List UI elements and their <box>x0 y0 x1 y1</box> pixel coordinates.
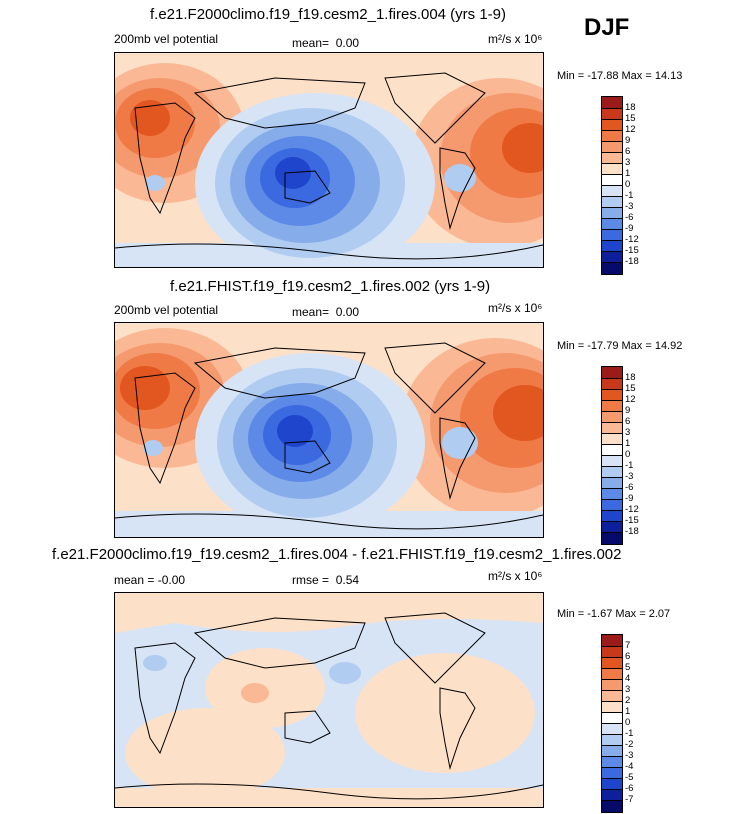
panel1-mean: mean= 0.00 <box>292 36 359 50</box>
panel1-variable-label: 200mb vel potential <box>114 32 219 46</box>
panel2-colorbar-label: 15 <box>625 383 636 394</box>
panel2-map <box>114 322 544 538</box>
panel2-colorbar-label: -9 <box>625 493 634 504</box>
panel1-colorbar-label: 18 <box>625 102 636 113</box>
panel3-colorbar-label: -5 <box>625 772 634 783</box>
panel2-colorbar <box>601 366 623 545</box>
panel3-colorbar <box>601 634 623 813</box>
panel1-map <box>114 52 544 268</box>
panel3-minmax: Min = -1.67 Max = 2.07 <box>557 608 671 620</box>
panel3-colorbar-label: 4 <box>625 673 631 684</box>
season-label: DJF <box>584 14 630 41</box>
panel3-colorbar-label: 2 <box>625 695 631 706</box>
panel1-colorbar-label: -3 <box>625 201 634 212</box>
panel2-colorbar-label: 0 <box>625 449 631 460</box>
panel2-colorbar-label: 12 <box>625 394 636 405</box>
panel2-variable-label: 200mb vel potential <box>114 303 219 317</box>
panel3-colorbar-label: 6 <box>625 651 631 662</box>
panel1-colorbar-label: -9 <box>625 223 634 234</box>
panel3-colorbar-label: -1 <box>625 728 634 739</box>
panel1-colorbar-label: -18 <box>625 256 639 267</box>
panel2-colorbar-label: -15 <box>625 515 639 526</box>
panel2-mean-value: 0.00 <box>335 305 360 319</box>
panel1-colorbar-label: 0 <box>625 179 631 190</box>
panel3-colorbar-label: -4 <box>625 761 634 772</box>
panel2-colorbar-label: -18 <box>625 526 639 537</box>
panel1-mean-value: 0.00 <box>335 36 360 50</box>
panel1-minmax: Min = -17.88 Max = 14.13 <box>557 70 683 82</box>
panel3-contour-field <box>115 593 543 807</box>
panel3-colorbar-label: -2 <box>625 739 634 750</box>
panel2-title: f.e21.FHIST.f19_f19.cesm2_1.fires.002 (y… <box>170 278 491 295</box>
panel2-colorbar-label: -6 <box>625 482 634 493</box>
panel2-colorbar-label: 1 <box>625 438 631 449</box>
panel3-title: f.e21.F2000climo.f19_f19.cesm2_1.fires.0… <box>52 546 622 563</box>
panel2-colorbar-label: 6 <box>625 416 631 427</box>
panel1-colorbar-label: -1 <box>625 190 634 201</box>
panel3-rmse-value: 0.54 <box>335 573 360 587</box>
panel2-mean: mean= 0.00 <box>292 305 359 319</box>
panel3-map <box>114 592 544 808</box>
panel1-title: f.e21.F2000climo.f19_f19.cesm2_1.fires.0… <box>150 6 507 23</box>
panel3-colorbar-label: -3 <box>625 750 634 761</box>
panel2-colorbar-label: -1 <box>625 460 634 471</box>
panel1-colorbar-label: 1 <box>625 168 631 179</box>
panel1-mean-label: mean= <box>292 36 330 50</box>
panel3-colorbar-label: 5 <box>625 662 631 673</box>
panel1-colorbar-label: 12 <box>625 124 636 135</box>
panel2-mean-label: mean= <box>292 305 330 319</box>
panel2-minmax: Min = -17.79 Max = 14.92 <box>557 340 683 352</box>
panel3-mean: mean = -0.00 <box>114 573 186 587</box>
panel1-contour-field <box>115 53 543 267</box>
panel3-rmse: rmse = 0.54 <box>292 573 359 587</box>
panel1-colorbar <box>601 96 623 275</box>
panel3-colorbar-label: 1 <box>625 706 631 717</box>
panel2-colorbar-label: 3 <box>625 427 631 438</box>
panel3-colorbar-label: -6 <box>625 783 634 794</box>
panel1-colorbar-label: 15 <box>625 113 636 124</box>
panel1-colorbar-label: 3 <box>625 157 631 168</box>
panel3-colorbar-label: 7 <box>625 640 631 651</box>
panel1-colorbar-label: -12 <box>625 234 639 245</box>
panel2-colorbar-label: 9 <box>625 405 631 416</box>
panel1-colorbar-label: -6 <box>625 212 634 223</box>
panel2-contour-field <box>115 323 543 537</box>
panel3-colorbar-label: -7 <box>625 794 634 805</box>
panel2-units: m²/s x 10⁶ <box>488 301 543 315</box>
panel2-colorbar-label: -12 <box>625 504 639 515</box>
panel1-colorbar-label: -15 <box>625 245 639 256</box>
panel3-colorbar-label: 0 <box>625 717 631 728</box>
panel2-colorbar-label: 18 <box>625 372 636 383</box>
panel2-colorbar-label: -3 <box>625 471 634 482</box>
panel1-colorbar-label: 6 <box>625 146 631 157</box>
panel3-units: m²/s x 10⁶ <box>488 569 543 583</box>
panel3-rmse-label: rmse = <box>292 573 330 587</box>
panel3-colorbar-label: 3 <box>625 684 631 695</box>
panel1-units: m²/s x 10⁶ <box>488 32 543 46</box>
panel1-colorbar-label: 9 <box>625 135 631 146</box>
